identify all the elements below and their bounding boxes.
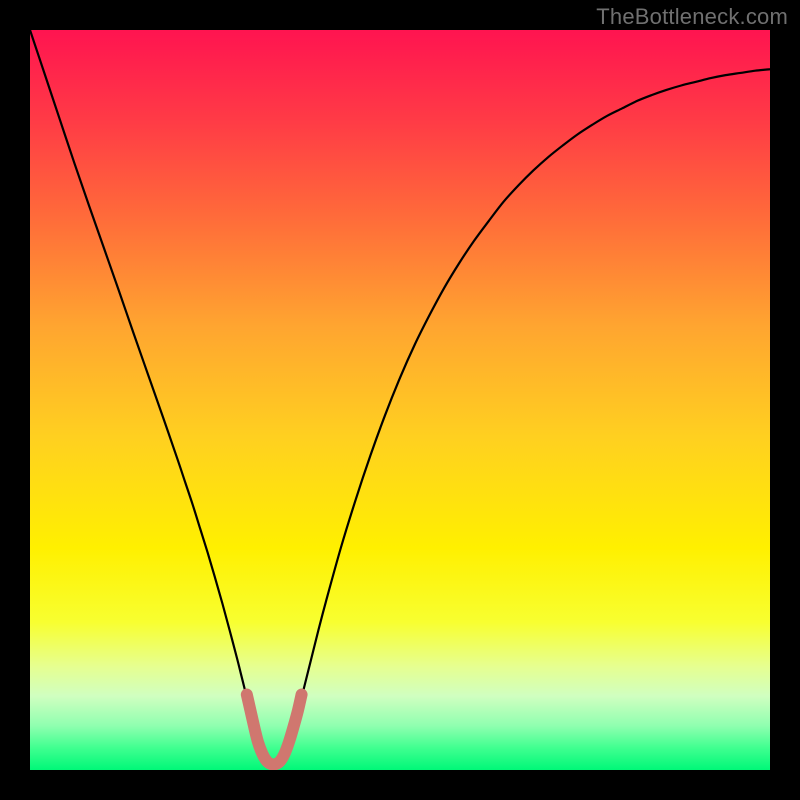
curve-minimum-marker — [247, 695, 302, 765]
watermark-text: TheBottleneck.com — [596, 4, 788, 30]
curve-left-branch — [30, 30, 248, 703]
plot-area — [30, 30, 770, 770]
curve-right-branch — [300, 69, 770, 703]
curve-svg — [30, 30, 770, 770]
